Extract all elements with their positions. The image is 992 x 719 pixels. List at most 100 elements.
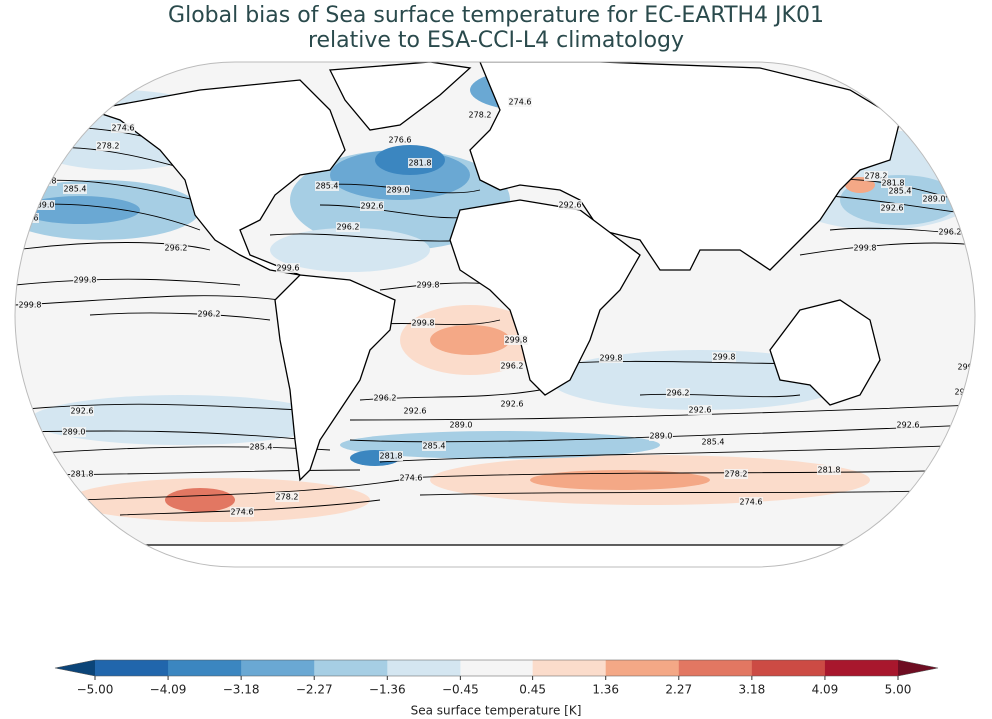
contour-label-bg	[649, 431, 673, 441]
contour-label: 292.6	[897, 421, 920, 430]
contour-label: 296.2	[374, 394, 397, 403]
contour-label-bg	[70, 406, 94, 416]
contour-label-bg	[817, 465, 841, 475]
contour-label-bg	[957, 362, 975, 372]
contour-label: 299.8	[600, 354, 623, 363]
colorbar-bin	[314, 660, 388, 676]
colorbar: −5.00 −4.09 −3.18 −2.27 −1.36 −0.45 0.45 1.36 2.…	[54, 659, 939, 697]
contour-label: 296.2	[337, 223, 360, 232]
map: 274.6278.2281.8285.4289.0292.6296.2299.8…	[15, 62, 981, 567]
colorbar-bin	[605, 660, 680, 676]
colorbar-tick-label: −2.27	[296, 683, 333, 697]
contour-label-bg	[403, 406, 427, 416]
contour-label-bg	[360, 201, 384, 211]
contour-label-bg	[249, 442, 273, 452]
contour-label: 285.4	[250, 443, 273, 452]
contour-label: 292.6	[501, 400, 524, 409]
contour-label-bg	[62, 427, 86, 437]
contour-label-bg	[411, 318, 435, 328]
contour-label: 296.2	[501, 362, 524, 371]
contour-label: 299.8	[505, 336, 528, 345]
contour-label-bg	[558, 200, 582, 210]
contour-label-bg	[386, 185, 410, 195]
contour-label-bg	[508, 97, 532, 107]
contour-label: 281.8	[409, 159, 432, 168]
contour-label-bg	[922, 194, 946, 204]
contour-label-bg	[599, 353, 623, 363]
contour-label-bg	[18, 300, 42, 310]
contour-label-bg	[96, 141, 120, 151]
contour-label-bg	[422, 441, 446, 451]
contour-label-bg	[164, 243, 188, 253]
contour-label-bg	[504, 335, 528, 345]
contour-label-bg	[449, 420, 473, 430]
contour-label: 289.0	[650, 432, 673, 441]
colorbar-bin	[532, 660, 607, 676]
colorbar-bin	[387, 660, 461, 676]
colorbar-tick-label: −1.36	[369, 683, 406, 697]
contour-label: 289.0	[450, 421, 473, 430]
contour-label: 292.6	[361, 202, 384, 211]
contour-label: 274.6	[112, 124, 135, 133]
contour-label: 285.4	[64, 185, 87, 194]
contour-label: 285.4	[316, 182, 339, 191]
contour-label: 292.6	[71, 407, 94, 416]
contour-label: 281.8	[71, 470, 94, 479]
colorbar-extend-under	[55, 660, 95, 676]
contour-label: 296.2	[955, 388, 978, 397]
contour-label-bg	[666, 388, 690, 398]
contour-label-bg	[724, 469, 748, 479]
contour-label: 296.2	[165, 244, 188, 253]
contour-label: 285.4	[889, 187, 912, 196]
contour-label: 289.0	[387, 186, 410, 195]
contour-label: 281.8	[380, 452, 403, 461]
contour-label: 299.8	[412, 319, 435, 328]
contour-label-bg	[500, 361, 524, 371]
contour-labels: 274.6278.2281.8285.4289.0292.6296.2299.8…	[15, 97, 981, 517]
contour-label-bg	[70, 469, 94, 479]
contour-label: 292.6	[881, 204, 904, 213]
contour-label: 299.6	[277, 264, 300, 273]
contour-label: 289.0	[32, 201, 55, 210]
contour-label: 285.4	[423, 442, 446, 451]
contour-label-bg	[399, 473, 423, 483]
contour-label: 274.6	[400, 474, 423, 483]
contour-label: 296.2	[198, 310, 221, 319]
contour-label: 292.6	[559, 201, 582, 210]
colorbar-tick-label: 1.36	[592, 683, 619, 697]
contour-label: 278.2	[865, 172, 888, 181]
contour-label: 292.6	[689, 406, 712, 415]
contour-label: 299.8	[417, 281, 440, 290]
contour-label-bg	[712, 352, 736, 362]
colorbar-tick-label: −0.45	[442, 683, 479, 697]
colorbar-tick-label: −3.18	[223, 683, 260, 697]
contour-label: 278.2	[276, 493, 299, 502]
contour-label-bg	[276, 263, 300, 273]
contour-label: 299.8	[854, 244, 877, 253]
contour-label-bg	[197, 309, 221, 319]
contour-label: 278.2	[725, 470, 748, 479]
contour-label: 285.4	[702, 438, 725, 447]
contour-label: 296.2	[939, 228, 962, 237]
colorbar-bin	[824, 660, 899, 676]
contour-label-bg	[739, 497, 763, 507]
contour-label: 299.8	[74, 276, 97, 285]
colorbar-tick-label: 3.18	[738, 683, 765, 697]
colorbar-bin	[95, 660, 169, 676]
contour-label: 281.8	[882, 179, 905, 188]
contour-label: 299.8	[958, 363, 981, 372]
colorbar-tick-label: −5.00	[77, 683, 114, 697]
contour-label-bg	[468, 110, 492, 120]
contour-label-bg	[896, 420, 920, 430]
title-line: Global bias of Sea surface temperature f…	[168, 3, 824, 28]
colorbar-extend-over	[898, 660, 938, 676]
contour-label: 281.8	[818, 466, 841, 475]
colorbar-label: Sea surface temperature [K]	[411, 704, 582, 718]
contour-label-bg	[416, 280, 440, 290]
colorbar-bin	[241, 660, 315, 676]
contour-label: 274.6	[509, 98, 532, 107]
contour-label: 276.6	[389, 136, 412, 145]
contour-label: 278.2	[469, 111, 492, 120]
contour-label: 296.2	[667, 389, 690, 398]
